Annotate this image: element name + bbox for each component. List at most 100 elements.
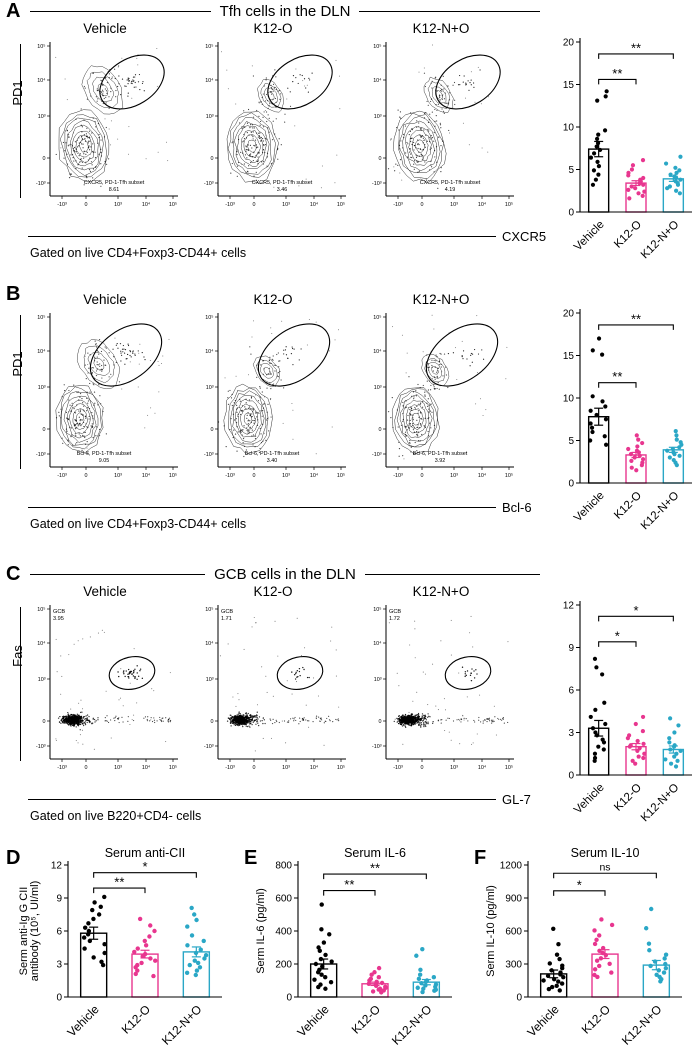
density-dot <box>296 617 298 619</box>
density-dot <box>255 144 258 146</box>
y-tick-label: -10³ <box>204 181 214 187</box>
density-dot <box>286 680 288 682</box>
scatter-dot <box>417 972 423 977</box>
density-dot <box>263 143 265 146</box>
density-dot <box>71 405 73 407</box>
density-dot <box>473 348 476 351</box>
density-dot <box>427 398 429 400</box>
density-dot <box>247 412 249 414</box>
density-dot <box>464 671 467 673</box>
density-dot <box>91 425 93 427</box>
density-dot <box>399 159 402 161</box>
density-dot <box>88 716 90 718</box>
x-tick-label: 10³ <box>450 473 458 479</box>
density-dot <box>264 109 266 111</box>
scatter-dot <box>673 764 679 769</box>
density-dot <box>166 141 168 143</box>
density-dot <box>474 721 476 723</box>
density-dot <box>431 136 434 139</box>
density-dot <box>438 388 440 390</box>
density-dot <box>410 721 412 723</box>
density-dot <box>271 333 273 335</box>
density-dot <box>235 421 238 424</box>
density-dot <box>270 362 272 365</box>
density-dot <box>88 719 90 721</box>
scatter-dot <box>590 429 595 435</box>
density-dot <box>139 668 142 670</box>
density-dot <box>95 126 97 128</box>
scatter-dot <box>561 975 566 980</box>
density-dot <box>472 82 475 84</box>
gate-value: 3.95 <box>53 616 64 622</box>
density-dot <box>253 127 255 129</box>
density-dot <box>66 163 69 165</box>
density-dot <box>257 400 260 402</box>
density-dot <box>482 720 484 722</box>
scatter-dot <box>668 747 673 752</box>
density-dot <box>472 742 474 744</box>
y-tick-label: -10³ <box>372 452 382 458</box>
density-dot <box>69 724 72 726</box>
density-dot <box>108 107 110 110</box>
density-dot <box>68 136 70 138</box>
density-dot <box>86 721 88 724</box>
density-dot <box>81 131 83 133</box>
density-dot <box>59 716 61 718</box>
density-dot <box>426 380 428 382</box>
scatter-dot <box>82 946 87 951</box>
density-dot <box>413 168 415 170</box>
y-tick-label: 0 <box>379 719 382 725</box>
density-dot <box>238 699 240 701</box>
density-dot <box>80 413 82 415</box>
scatter-dot <box>672 730 677 735</box>
density-dot <box>274 69 276 71</box>
scatter-dot <box>202 956 207 961</box>
scatter-dot <box>416 976 422 982</box>
density-dot <box>305 178 307 180</box>
density-dot <box>241 410 243 412</box>
contour-line <box>64 117 104 176</box>
density-dot <box>93 391 96 393</box>
density-dot <box>269 102 271 104</box>
scatter-dot <box>668 761 674 766</box>
density-dot <box>246 157 248 159</box>
density-dot <box>429 113 431 115</box>
density-dot <box>437 709 439 711</box>
density-dot <box>262 126 265 128</box>
density-dot <box>441 88 443 91</box>
density-dot <box>265 93 268 96</box>
density-dot <box>488 720 491 722</box>
density-dot <box>255 179 257 181</box>
density-dot <box>275 101 277 104</box>
density-dot <box>250 396 253 398</box>
density-dot <box>300 654 303 657</box>
density-dot <box>85 417 87 419</box>
scatter-dot <box>316 984 321 990</box>
density-dot <box>268 360 271 362</box>
density-dot <box>409 439 411 442</box>
density-dot <box>452 720 455 722</box>
density-dot <box>100 151 102 154</box>
density-dot <box>413 426 416 428</box>
density-dot <box>103 359 105 361</box>
density-dot <box>76 721 78 723</box>
scatter-dot <box>602 434 607 439</box>
scatter-dot <box>592 928 597 933</box>
density-dot <box>257 163 259 165</box>
density-dot <box>86 391 88 393</box>
density-dot <box>68 389 70 391</box>
density-dot <box>132 76 135 78</box>
scatter-dot <box>640 457 646 462</box>
density-dot <box>482 415 484 417</box>
y-tick-label: 10⁴ <box>37 641 46 647</box>
density-dot <box>398 129 400 131</box>
density-dot <box>136 665 138 667</box>
density-dot <box>66 723 69 725</box>
density-dot <box>480 103 482 105</box>
density-dot <box>417 412 419 414</box>
density-dot <box>135 86 137 88</box>
scatter-dot <box>641 741 646 746</box>
density-dot <box>403 133 405 136</box>
scatter-dot <box>591 151 597 156</box>
density-dot <box>444 92 446 94</box>
